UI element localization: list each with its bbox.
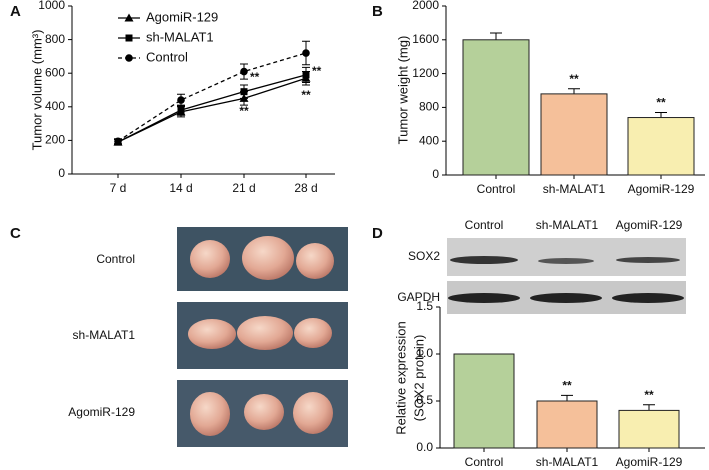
y-tick-label: 1.0 bbox=[416, 346, 433, 360]
bar bbox=[627, 117, 695, 176]
panel-label: C bbox=[10, 225, 21, 242]
blot-lane-label: sh-MALAT1 bbox=[536, 218, 599, 232]
y-tick-label: 1.5 bbox=[416, 299, 433, 313]
marker bbox=[125, 34, 133, 42]
panel-label: A bbox=[10, 3, 21, 20]
photo-row-label: AgomiR-129 bbox=[68, 405, 135, 419]
x-tick-label: Control bbox=[465, 455, 504, 469]
x-tick-label: 14 d bbox=[169, 181, 192, 195]
error-bar bbox=[655, 111, 667, 118]
blot-protein-label: GAPDH bbox=[397, 290, 440, 304]
blot-lane-label: Control bbox=[465, 218, 504, 232]
x-tick-label: AgomiR-129 bbox=[616, 455, 683, 469]
y-axis-label: Tumor weight (mg) bbox=[395, 36, 410, 145]
y-tick-label: 400 bbox=[45, 99, 65, 113]
annotation: ** bbox=[301, 88, 311, 102]
marker bbox=[114, 137, 122, 146]
annotation: ** bbox=[239, 104, 249, 118]
annotation: ** bbox=[312, 64, 322, 78]
y-tick-label: 1600 bbox=[412, 32, 439, 46]
panel-label: B bbox=[372, 3, 383, 20]
bar bbox=[540, 93, 608, 176]
y-axis-label: (SOX2 protein) bbox=[411, 335, 426, 422]
error-bar bbox=[561, 394, 573, 401]
y-tick-label: 1000 bbox=[38, 0, 65, 12]
series-line bbox=[117, 77, 307, 143]
error-bar bbox=[568, 88, 580, 94]
x-tick-label: sh-MALAT1 bbox=[536, 455, 599, 469]
bar bbox=[618, 409, 680, 449]
x-tick-label: 28 d bbox=[294, 181, 317, 195]
blot-lane-label: AgomiR-129 bbox=[616, 218, 683, 232]
marker bbox=[125, 54, 133, 62]
significance: ** bbox=[656, 96, 666, 110]
bar bbox=[536, 400, 598, 449]
y-axis-label: Relative expression bbox=[393, 321, 408, 434]
x-tick-label: Control bbox=[477, 182, 516, 196]
marker bbox=[240, 67, 248, 76]
x-tick-label: sh-MALAT1 bbox=[543, 182, 606, 196]
photo-row-label: sh-MALAT1 bbox=[73, 328, 136, 342]
significance: ** bbox=[644, 388, 654, 402]
marker bbox=[240, 88, 248, 96]
y-tick-label: 0.5 bbox=[416, 393, 433, 407]
marker bbox=[302, 49, 310, 57]
y-tick-label: 0 bbox=[432, 167, 439, 181]
significance: ** bbox=[562, 379, 572, 393]
marker bbox=[124, 13, 134, 22]
series-line bbox=[117, 52, 307, 142]
y-tick-label: 0 bbox=[58, 166, 65, 180]
y-tick-label: 600 bbox=[45, 65, 65, 79]
significance: ** bbox=[569, 72, 579, 86]
marker bbox=[302, 71, 310, 79]
panel-label: D bbox=[372, 225, 383, 242]
y-tick-label: 1200 bbox=[412, 66, 439, 80]
y-tick-label: 0.0 bbox=[416, 440, 433, 454]
y-tick-label: 2000 bbox=[412, 0, 439, 12]
y-tick-label: 800 bbox=[45, 32, 65, 46]
x-tick-label: AgomiR-129 bbox=[628, 182, 695, 196]
y-tick-label: 400 bbox=[419, 133, 439, 147]
error-bar bbox=[490, 32, 502, 40]
annotation: ** bbox=[250, 70, 260, 84]
bar bbox=[462, 39, 530, 176]
legend-label: Control bbox=[146, 49, 188, 64]
legend-label: sh-MALAT1 bbox=[146, 29, 214, 44]
legend-label: AgomiR-129 bbox=[146, 9, 218, 24]
error-bar bbox=[643, 404, 655, 411]
blot-protein-label: SOX2 bbox=[408, 249, 440, 263]
photo-row-label: Control bbox=[96, 252, 135, 266]
marker bbox=[177, 96, 185, 104]
bar bbox=[453, 353, 515, 449]
western-blot bbox=[447, 238, 686, 314]
x-tick-label: 7 d bbox=[110, 181, 127, 195]
y-tick-label: 200 bbox=[45, 133, 65, 147]
y-axis-label: Tumor volume (mm³) bbox=[29, 30, 44, 151]
x-tick-label: 21 d bbox=[232, 181, 255, 195]
marker bbox=[177, 106, 185, 114]
series-line bbox=[117, 74, 307, 143]
tumor-photos bbox=[177, 227, 348, 447]
y-tick-label: 800 bbox=[419, 100, 439, 114]
